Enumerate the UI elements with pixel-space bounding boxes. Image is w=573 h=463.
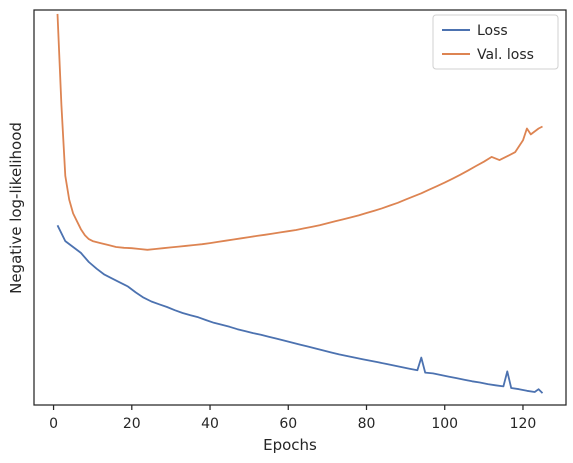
x-tick-label: 40 — [201, 416, 219, 432]
legend: Loss Val. loss — [432, 14, 559, 70]
x-tick-label: 20 — [123, 416, 141, 432]
x-tick-label: 100 — [431, 416, 458, 432]
x-tick-label: 0 — [49, 416, 58, 432]
y-axis-label: Negative log-likelihood — [7, 122, 25, 294]
legend-box — [432, 14, 559, 70]
plot-area — [33, 9, 567, 406]
x-axis: 0 20 40 60 80 100 120 — [49, 405, 536, 432]
x-tick-label: 60 — [279, 416, 297, 432]
legend-label-val-loss: Val. loss — [477, 47, 534, 63]
x-tick-label: 120 — [510, 416, 537, 432]
series-line-val-loss — [56, 13, 543, 251]
x-axis-label: Epochs — [263, 436, 317, 454]
series-layer — [56, 13, 544, 394]
legend-label-loss: Loss — [477, 23, 508, 39]
series-line-loss — [56, 224, 544, 394]
x-tick-label: 80 — [358, 416, 376, 432]
